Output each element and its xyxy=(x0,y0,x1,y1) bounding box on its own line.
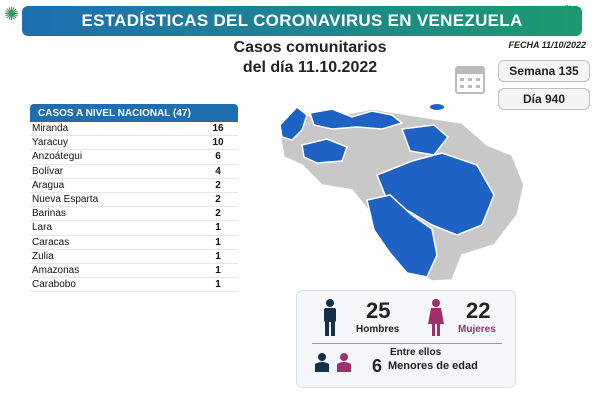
table-row: Aragua 2 xyxy=(30,179,238,193)
table-row: Miranda 16 xyxy=(30,122,238,137)
demographics-panel xyxy=(296,290,516,388)
table-row: Bolívar 4 xyxy=(30,165,238,179)
map-state-central xyxy=(309,108,404,130)
table-row-state: Caracas xyxy=(32,236,70,248)
table-row: Barinas 2 xyxy=(30,207,238,222)
table-row-value: 16 xyxy=(212,123,224,135)
page-title: Casos comunitarios del día 11.10.2022 xyxy=(200,38,420,78)
page-title-line1: Casos comunitarios xyxy=(233,39,387,56)
table-row: Anzoátegui 6 xyxy=(30,150,238,165)
dia-badge: Día 940 xyxy=(498,88,590,110)
entre-ellos-label: Entre ellos xyxy=(390,347,442,358)
man-icon xyxy=(324,299,336,336)
table-row: Caracas 1 xyxy=(30,236,238,250)
hombres-count: 25 xyxy=(366,298,391,323)
table-row-value: 10 xyxy=(212,137,224,149)
table-row-state: Carabobo xyxy=(32,279,76,291)
table-row-value: 2 xyxy=(215,194,221,206)
page-header-title: ESTADÍSTICAS DEL CORONAVIRUS EN VENEZUEL… xyxy=(81,11,523,30)
table-row-value: 6 xyxy=(215,151,221,163)
mujeres-count: 22 xyxy=(466,298,491,323)
venezuela-map xyxy=(279,104,525,282)
table-row-value: 4 xyxy=(215,165,221,177)
divider xyxy=(312,343,502,344)
map-state-nueva-esparta xyxy=(430,104,444,110)
semana-badge: Semana 135 xyxy=(498,60,590,82)
table-row: Carabobo 1 xyxy=(30,278,238,293)
table-row-state: Zulia xyxy=(32,250,54,262)
table-row: Nueva Esparta 2 xyxy=(30,193,238,208)
date-label: FECHA 11/10/2022 xyxy=(508,40,586,50)
table-row: Lara 1 xyxy=(30,221,238,236)
virus-icon: ✺ xyxy=(4,4,20,25)
page-title-line2: del día 11.10.2022 xyxy=(242,59,378,76)
hombres-label: Hombres xyxy=(356,324,400,335)
table-row-state: Nueva Esparta xyxy=(32,194,99,206)
table-row-value: 1 xyxy=(215,250,221,262)
table-row-state: Bolívar xyxy=(32,165,64,177)
table-row-value: 1 xyxy=(215,236,221,248)
table-row-value: 1 xyxy=(215,222,221,234)
table-row-state: Miranda xyxy=(32,123,69,135)
calendar-icon xyxy=(455,66,485,94)
menores-label: Menores de edad xyxy=(388,360,478,372)
map-state-amazonas xyxy=(366,194,438,278)
table-row-value: 2 xyxy=(215,208,221,220)
cases-table: CASOS A NIVEL NACIONAL (47) Miranda 16 Yar… xyxy=(30,104,238,293)
menores-count: 6 xyxy=(372,356,383,376)
table-row: Zulia 1 xyxy=(30,250,238,264)
page-header: ESTADÍSTICAS DEL CORONAVIRUS EN VENEZUEL… xyxy=(22,6,582,36)
map-state-anzoategui xyxy=(400,124,450,156)
table-row: Yaracuy 10 xyxy=(30,136,238,151)
table-row-state: Anzoátegui xyxy=(32,151,83,163)
map-state-zulia xyxy=(279,105,308,141)
table-row-state: Lara xyxy=(32,222,53,234)
table-row-value: 2 xyxy=(215,179,221,191)
mujeres-label: Mujeres xyxy=(458,324,496,335)
table-row-state: Amazonas xyxy=(32,264,80,276)
table-row: Amazonas 1 xyxy=(30,264,238,279)
table-row-value: 1 xyxy=(215,279,221,291)
table-row-value: 1 xyxy=(215,264,221,276)
table-row-state: Aragua xyxy=(32,179,65,191)
map-state-barinas xyxy=(301,138,348,164)
cases-table-header: CASOS A NIVEL NACIONAL (47) xyxy=(30,104,238,122)
children-icon xyxy=(315,353,351,372)
table-row-state: Yaracuy xyxy=(32,137,68,149)
woman-icon xyxy=(428,299,444,336)
table-row-state: Barinas xyxy=(32,208,66,220)
